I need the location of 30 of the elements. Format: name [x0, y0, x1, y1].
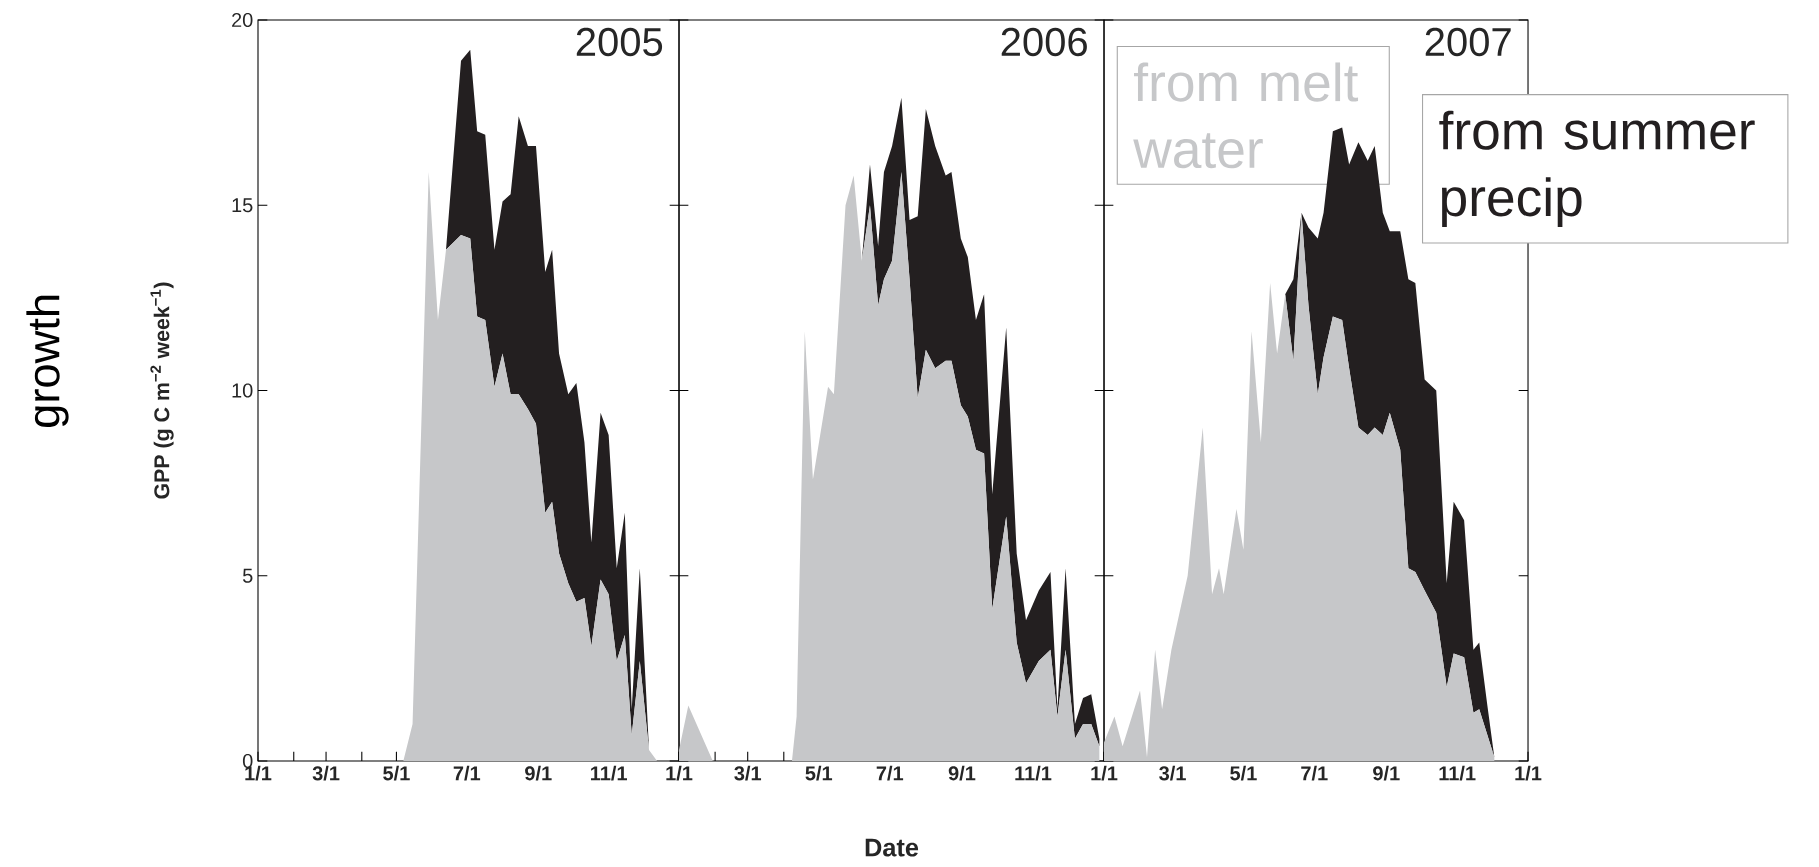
x-tick-label: 5/1 [1230, 765, 1257, 781]
x-tick-label: 1/1 [1515, 765, 1542, 781]
chart-title: 2007 [1425, 27, 1511, 57]
y-tick-label: 15 [232, 198, 253, 213]
x-tick-label: 3/1 [734, 765, 762, 781]
x-tick-label: 5/1 [383, 765, 410, 781]
x-tick-label: 9/1 [948, 765, 976, 781]
x-tick-label: 3/1 [312, 765, 340, 781]
x-tick-label: 11/1 [1439, 765, 1476, 781]
chart-title: 2005 [576, 27, 663, 57]
x-tick-label: 9/1 [1373, 765, 1400, 781]
y-tick-label: 10 [232, 383, 253, 398]
chart-title: 2006 [1001, 27, 1087, 57]
series-label: from summer precip [1439, 110, 1755, 227]
x-tick-label: 7/1 [1301, 765, 1328, 781]
y-tick-label: 20 [232, 12, 253, 28]
y-axis-title: GPP (g C m$^{−2}$ week$^{−1}$) [150, 282, 174, 499]
y-tick-label: 5 [242, 568, 253, 583]
text: growth [26, 295, 69, 427]
x-tick-label: 1/1 [1091, 765, 1118, 781]
x-axis-title: Date [865, 838, 919, 857]
x-tick-label: 7/1 [453, 765, 481, 781]
x-tick-label: 11/1 [591, 765, 627, 781]
x-tick-label: 7/1 [876, 765, 904, 781]
series-label: from melt water [1133, 62, 1359, 169]
x-tick-label: 1/1 [666, 765, 693, 781]
x-tick-label: 11/1 [1015, 765, 1052, 781]
x-tick-label: 3/1 [1159, 765, 1186, 781]
x-tick-label: 5/1 [805, 765, 833, 781]
x-tick-label: 9/1 [525, 765, 552, 781]
